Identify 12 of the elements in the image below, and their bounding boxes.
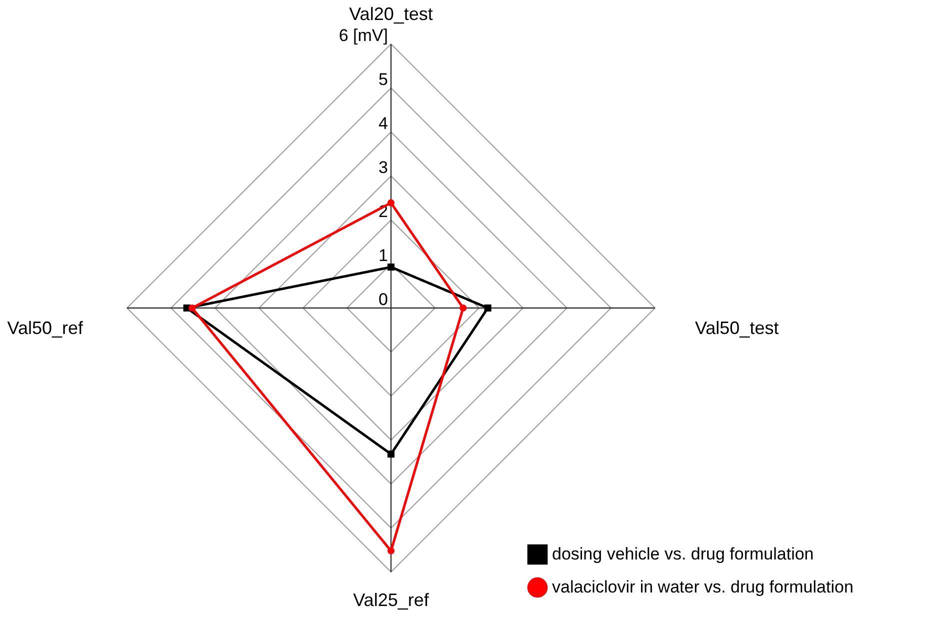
y-tick-label: 4 xyxy=(378,114,388,133)
spoke-label: Val20_test xyxy=(349,4,433,24)
spoke-label: Val50_ref xyxy=(7,318,84,338)
legend-label: valaciclovir in water vs. drug formulation xyxy=(552,578,854,596)
spoke-label: Val50_test xyxy=(694,318,779,338)
y-tick-label: 0 xyxy=(378,290,388,309)
y-tick-label: 3 xyxy=(378,158,388,177)
y-tick-label: 6 [mV] xyxy=(338,26,388,45)
y-tick-label: 5 xyxy=(378,70,388,89)
spoke-label: Val25_ref xyxy=(353,590,430,610)
y-tick-label: 1 xyxy=(378,246,388,265)
legend-label: dosing vehicle vs. drug formulation xyxy=(552,544,814,564)
